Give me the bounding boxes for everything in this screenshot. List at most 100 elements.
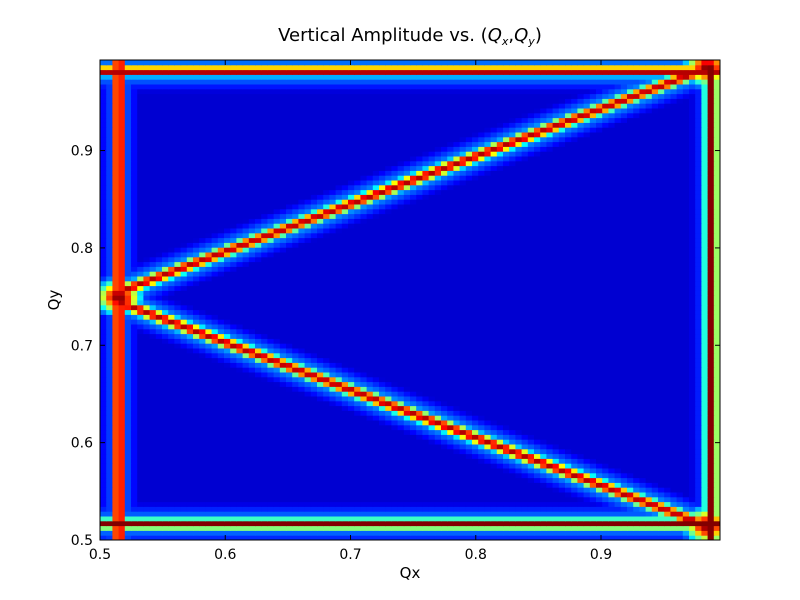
heatmap-cell <box>193 496 200 503</box>
heatmap-cell <box>434 300 442 306</box>
heatmap-cell <box>224 516 231 522</box>
heatmap-cell <box>236 343 244 349</box>
heatmap-cell <box>168 525 175 531</box>
heatmap-cell <box>608 343 616 349</box>
heatmap-cell <box>391 439 399 445</box>
heatmap-cell <box>391 420 399 426</box>
heatmap-cell <box>565 415 572 421</box>
heatmap-cell <box>515 511 523 517</box>
heatmap-cell <box>651 525 659 531</box>
heatmap-cell <box>484 458 492 464</box>
heatmap-cell <box>106 506 113 512</box>
heatmap-cell <box>348 338 355 344</box>
heatmap-cell <box>366 376 374 383</box>
heatmap-cell <box>211 530 219 536</box>
heatmap-cell <box>273 372 281 378</box>
heatmap-cell <box>366 314 374 320</box>
heatmap-cell <box>137 434 144 440</box>
heatmap-cell <box>410 381 417 387</box>
heatmap-cell <box>534 386 541 392</box>
heatmap-cell <box>565 453 572 459</box>
heatmap-cell <box>596 530 603 536</box>
heatmap-cell <box>515 487 523 493</box>
heatmap-cell <box>639 439 647 445</box>
heatmap-cell <box>211 333 219 339</box>
heatmap-cell <box>651 319 659 325</box>
heatmap-cell <box>242 487 250 493</box>
heatmap-cell <box>354 482 361 488</box>
heatmap-cell <box>267 319 275 325</box>
heatmap-cell <box>713 386 721 392</box>
heatmap-cell <box>224 362 231 368</box>
heatmap-cell <box>428 372 436 378</box>
heatmap-cell <box>602 333 609 339</box>
heatmap-cell <box>193 439 200 445</box>
heatmap-cell <box>323 405 330 411</box>
heatmap-cell <box>527 405 535 411</box>
heatmap-cell <box>118 520 126 527</box>
heatmap-cell <box>639 362 647 368</box>
heatmap-cell <box>701 352 709 359</box>
heatmap-cell <box>180 396 188 402</box>
heatmap-cell <box>242 439 250 445</box>
heatmap-cell <box>701 511 709 517</box>
heatmap-cell <box>298 338 306 344</box>
heatmap-cell <box>385 530 392 536</box>
heatmap-cell <box>651 506 659 512</box>
heatmap-cell <box>484 525 492 531</box>
heatmap-cell <box>304 333 312 339</box>
heatmap-cell <box>397 328 405 335</box>
heatmap-cell <box>416 482 423 488</box>
heatmap-cell <box>713 439 721 445</box>
heatmap-cell <box>676 338 684 344</box>
heatmap-cell <box>193 319 200 325</box>
heatmap-cell <box>478 477 485 483</box>
heatmap-cell <box>509 535 516 541</box>
heatmap-cell <box>682 338 690 344</box>
heatmap-cell <box>236 520 244 527</box>
heatmap-cell <box>118 372 126 378</box>
heatmap-cell <box>701 516 709 522</box>
heatmap-cell <box>465 429 473 435</box>
heatmap-cell <box>323 482 330 488</box>
heatmap-cell <box>205 391 213 397</box>
heatmap-cell <box>391 472 399 479</box>
heatmap-cell <box>149 357 157 363</box>
heatmap-cell <box>602 472 609 479</box>
heatmap-cell <box>546 472 554 479</box>
heatmap-cell <box>689 381 696 387</box>
heatmap-cell <box>286 396 293 402</box>
heatmap-cell <box>174 444 182 450</box>
heatmap-cell <box>385 400 392 407</box>
heatmap-cell <box>168 362 175 368</box>
heatmap-cell <box>205 376 213 383</box>
heatmap-cell <box>310 357 318 363</box>
heatmap-cell <box>410 362 417 368</box>
heatmap-cell <box>199 501 206 507</box>
heatmap-cell <box>713 410 721 416</box>
heatmap-cell <box>583 492 591 498</box>
heatmap-cell <box>620 516 628 522</box>
heatmap-cell <box>490 463 498 469</box>
heatmap-cell <box>546 362 554 368</box>
heatmap-cell <box>496 492 504 498</box>
heatmap-cell <box>664 448 671 455</box>
heatmap-cell <box>273 367 281 373</box>
heatmap-cell <box>354 516 361 522</box>
heatmap-cell <box>360 319 368 325</box>
heatmap-cell <box>689 333 696 339</box>
heatmap-cell <box>558 352 566 359</box>
heatmap-cell <box>558 348 566 354</box>
heatmap-cell <box>410 448 417 455</box>
heatmap-cell <box>137 300 144 306</box>
heatmap-cell <box>608 429 616 435</box>
heatmap-cell <box>317 458 324 464</box>
heatmap-cell <box>118 357 126 363</box>
heatmap-cell <box>372 506 380 512</box>
heatmap-cell <box>137 487 144 493</box>
heatmap-cell <box>180 333 188 339</box>
heatmap-cell <box>286 487 293 493</box>
heatmap-cell <box>168 448 175 455</box>
heatmap-cell <box>546 516 554 522</box>
heatmap-cell <box>521 501 529 507</box>
